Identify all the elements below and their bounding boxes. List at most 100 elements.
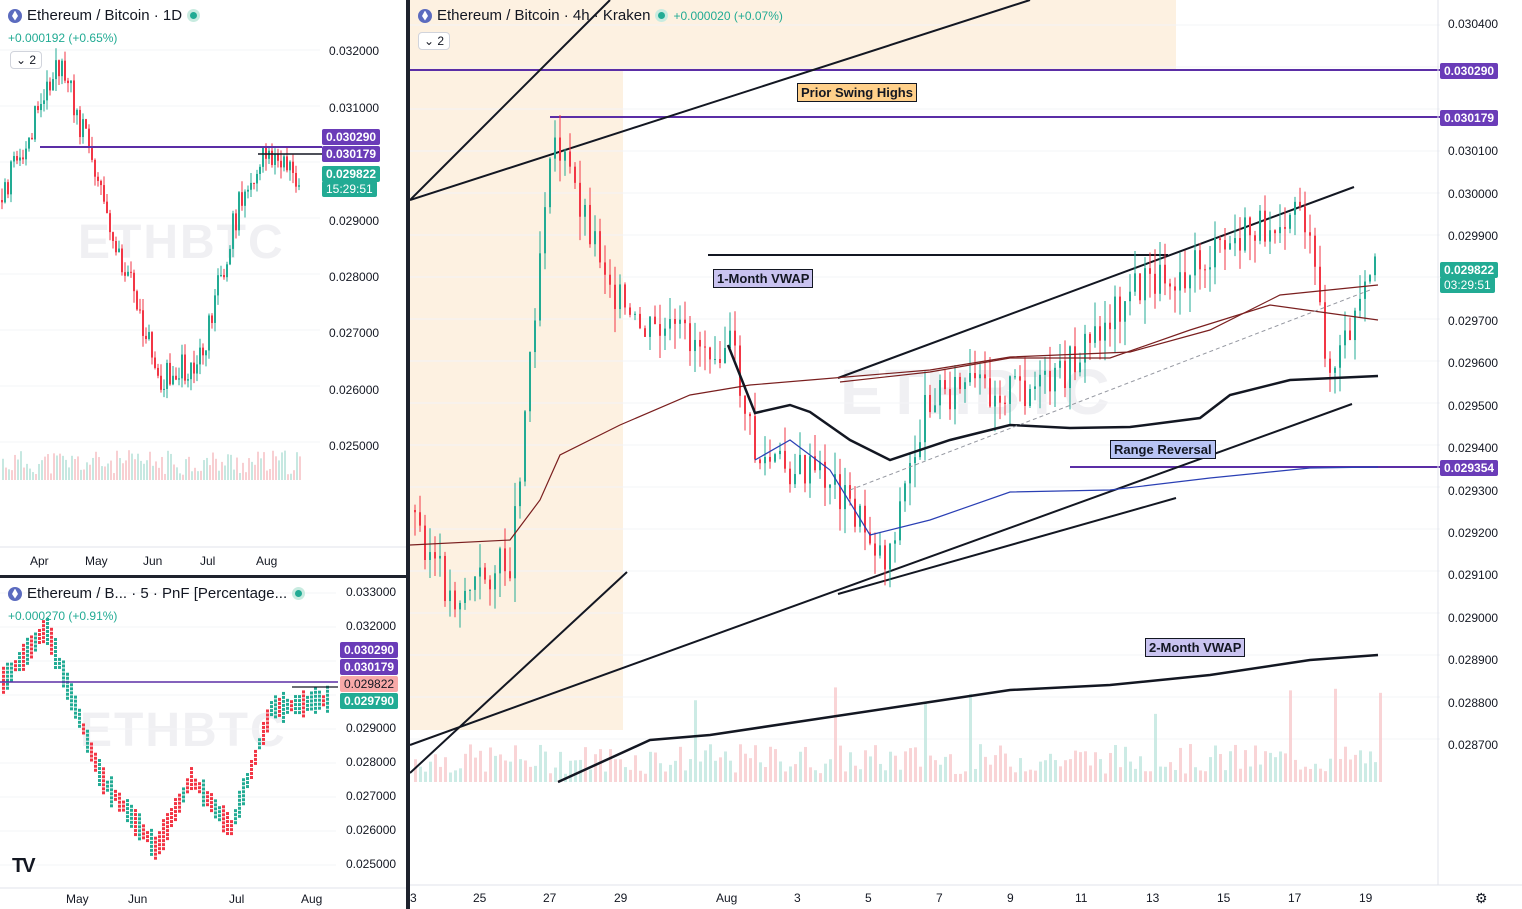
indicator-count: 2: [29, 53, 37, 67]
pnf-box: [102, 775, 105, 779]
pnf-box: [314, 710, 317, 714]
pnf-box: [118, 796, 121, 800]
volume-bar: [674, 760, 677, 782]
volume-bar: [296, 452, 298, 480]
annotation-2-month-vwap[interactable]: 2-Month VWAP: [1145, 638, 1246, 657]
pnf-box: [158, 843, 161, 847]
candle-body: [1254, 235, 1256, 241]
time-axis-label: Aug: [301, 892, 323, 906]
pnf-box: [262, 725, 265, 729]
pnf-box: [134, 813, 137, 817]
candle-body: [1229, 243, 1231, 250]
candle-body: [539, 253, 541, 321]
volume-bar: [534, 765, 537, 782]
annotation-prior-swing-highs[interactable]: Prior Swing Highs: [797, 83, 917, 102]
candle-body: [884, 545, 886, 570]
volume-bar: [869, 756, 872, 782]
chart-legend[interactable]: Ethereum / Bitcoin · 1D: [8, 7, 201, 24]
volume-bar: [272, 450, 274, 480]
pnf-box: [234, 813, 237, 817]
pnf-chart-canvas[interactable]: [0, 578, 406, 909]
pnf-chart-pane[interactable]: ETHBTC Ethereum / B... · 5 · PnF [Percen…: [0, 578, 406, 909]
candle-body: [244, 191, 246, 206]
pnf-box: [74, 715, 77, 719]
vwap-band-lower: [839, 304, 1379, 383]
pnf-box: [254, 761, 257, 765]
daily-chart-pane[interactable]: ETHBTC Ethereum / Bitcoin · 1D +0.000192…: [0, 0, 406, 575]
pane-divider-horizontal[interactable]: [0, 575, 406, 578]
market-status-icon[interactable]: [187, 9, 201, 22]
annotation-range-reversal[interactable]: Range Reversal: [1110, 440, 1216, 459]
trend-line: [410, 571, 628, 774]
pnf-box: [222, 821, 225, 825]
chart-title: Ethereum / Bitcoin · 1D: [27, 7, 183, 24]
candle-body: [25, 148, 27, 160]
pnf-box: [190, 771, 193, 775]
candle-body: [1214, 238, 1216, 268]
pnf-box: [222, 813, 225, 817]
volume-bar: [11, 470, 13, 480]
pnf-box: [314, 686, 317, 690]
main-chart-canvas[interactable]: [410, 0, 1522, 909]
pnf-box: [82, 723, 85, 727]
volume-bar: [56, 455, 58, 480]
chart-legend[interactable]: Ethereum / Bitcoin · 4h · Kraken +0.0000…: [418, 7, 783, 24]
volume-bar: [281, 452, 283, 480]
indicator-collapse-button[interactable]: ⌄ 2: [418, 32, 451, 50]
pnf-box: [222, 809, 225, 813]
volume-bar: [32, 472, 34, 480]
market-status-icon[interactable]: [655, 9, 669, 22]
candle-body: [649, 316, 651, 337]
pnf-box: [134, 829, 137, 833]
pnf-box: [290, 700, 293, 704]
volume-bar: [188, 456, 190, 480]
last-price-tag: 0.029822: [1440, 262, 1499, 278]
pnf-box: [174, 810, 177, 814]
pnf-box: [102, 771, 105, 775]
candle-body: [199, 347, 201, 365]
candle-body: [154, 357, 156, 368]
pnf-box: [166, 813, 169, 817]
pnf-box: [90, 746, 93, 750]
volume-bar: [654, 752, 657, 782]
pane-divider-vertical[interactable]: [406, 0, 410, 909]
indicator-collapse-button[interactable]: ⌄ 2: [10, 51, 43, 69]
tradingview-logo-icon[interactable]: TV: [12, 855, 36, 877]
candle-body: [774, 454, 776, 462]
settings-gear-icon[interactable]: ⚙: [1475, 890, 1488, 906]
main-chart-pane[interactable]: ETHBTC Ethereum / Bitcoin · 4h · Kraken …: [410, 0, 1522, 909]
daily-chart-canvas[interactable]: [0, 0, 406, 575]
market-status-icon[interactable]: [292, 587, 306, 600]
bar-countdown: 15:29:51: [322, 181, 377, 197]
pnf-box: [262, 741, 265, 745]
candle-body: [564, 151, 566, 161]
volume-bar: [924, 703, 927, 782]
pnf-box: [86, 749, 89, 753]
level-tag: 0.030290: [322, 129, 381, 145]
volume-bar: [194, 467, 196, 480]
volume-bar: [1094, 752, 1097, 782]
level-tag: 0.030179: [322, 146, 381, 162]
volume-bar: [1334, 688, 1337, 782]
pnf-box: [290, 708, 293, 712]
volume-bar: [44, 456, 46, 480]
volume-bar: [464, 753, 467, 782]
pnf-box: [238, 794, 241, 798]
pnf-box: [210, 805, 213, 809]
pnf-box: [262, 737, 265, 741]
pnf-box: [282, 711, 285, 715]
pnf-box: [174, 798, 177, 802]
pnf-box: [38, 640, 41, 644]
volume-bar: [212, 452, 214, 480]
chart-legend[interactable]: Ethereum / B... · 5 · PnF [Percentage...: [8, 585, 306, 602]
pnf-box: [82, 727, 85, 731]
pnf-box: [26, 657, 29, 661]
bar-countdown: 03:29:51: [1440, 277, 1495, 293]
candle-body: [724, 347, 726, 363]
time-axis-label: May: [66, 892, 89, 906]
pnf-box: [118, 792, 121, 796]
candle-body: [1189, 275, 1191, 289]
volume-bar: [230, 454, 232, 480]
annotation-1-month-vwap[interactable]: 1-Month VWAP: [713, 269, 814, 288]
candle-body: [714, 359, 716, 361]
